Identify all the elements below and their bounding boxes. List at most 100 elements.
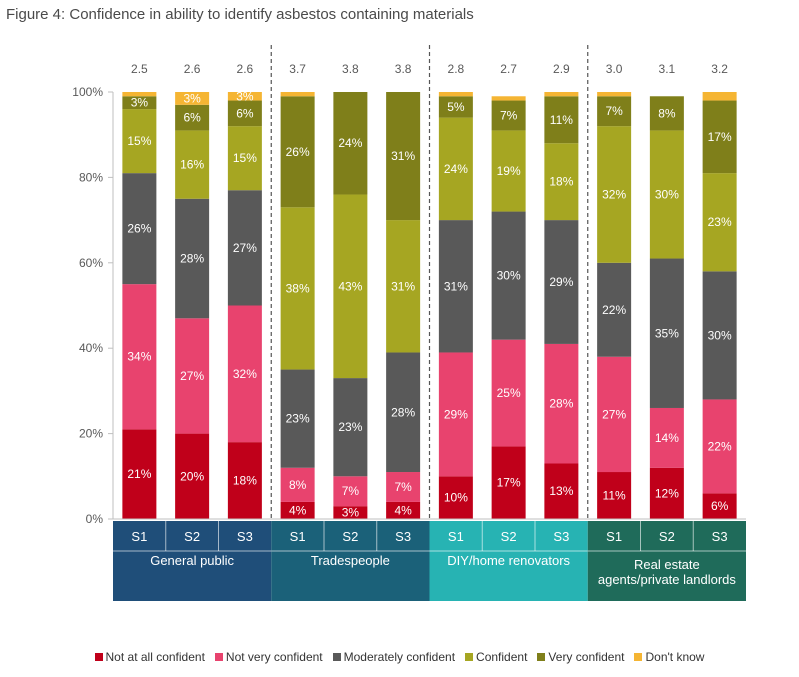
segment-data-label: 15% (127, 134, 151, 148)
bar-segment (649, 407, 684, 468)
segment-data-label: 31% (391, 279, 415, 293)
bar-segment (702, 173, 737, 272)
category-tick-label: S1 (131, 529, 147, 544)
bar-segment (122, 429, 157, 519)
chart-legend: Not at all confident Not very confident Mo… (0, 650, 799, 664)
segment-data-label: 3% (131, 96, 149, 110)
bar-segment (702, 92, 737, 101)
legend-label: Moderately confident (343, 650, 456, 664)
bar-segment (544, 92, 579, 97)
group-band (587, 521, 746, 601)
category-tick-label: S3 (553, 529, 569, 544)
legend-swatch (332, 653, 341, 661)
bar-segment (175, 130, 210, 199)
segment-data-label: 28% (180, 252, 204, 266)
segment-data-label: 30% (655, 187, 679, 201)
bar-segment (227, 126, 262, 191)
segment-data-label: 4% (394, 503, 412, 517)
segment-data-label: 16% (180, 158, 204, 172)
y-tick-label: 60% (79, 256, 103, 270)
segment-data-label: 3% (236, 89, 254, 103)
bar-segment (544, 143, 579, 221)
segment-data-label: 15% (233, 151, 257, 165)
bar-segment (386, 501, 421, 519)
bar-segment (227, 190, 262, 306)
segment-data-label: 22% (708, 439, 732, 453)
segment-data-label: 8% (289, 478, 307, 492)
y-tick-label: 20% (79, 427, 103, 441)
bar-segment (702, 493, 737, 519)
bar-segment (227, 100, 262, 127)
legend-item: Not at all confident (94, 650, 205, 664)
bar-segment (649, 258, 684, 408)
segment-data-label: 22% (602, 303, 626, 317)
bar-segment (333, 378, 368, 477)
bar-segment (544, 343, 579, 464)
bar-segment (491, 446, 526, 519)
bar-segment (544, 463, 579, 519)
legend-item: Very confident (537, 650, 624, 664)
legend-swatch (465, 653, 474, 661)
bar-segment (122, 173, 157, 285)
legend-swatch (214, 653, 223, 661)
bar-segment (597, 472, 632, 519)
segment-data-label: 14% (655, 431, 679, 445)
bar-segment (649, 467, 684, 519)
segment-data-label: 24% (444, 162, 468, 176)
bar-segment (438, 117, 473, 221)
bar-segment (491, 211, 526, 340)
segment-data-label: 34% (127, 350, 151, 364)
group-label-line-1: Real estate (634, 557, 700, 572)
legend-swatch (537, 653, 546, 661)
bar-segment (386, 472, 421, 502)
bar-segment (597, 356, 632, 473)
mean-score-label: 3.0 (606, 62, 623, 76)
bar-segment (333, 476, 368, 507)
legend-item: Not very confident (214, 650, 323, 664)
segment-data-label: 4% (289, 503, 307, 517)
segment-data-label: 23% (286, 412, 310, 426)
segment-data-label: 23% (338, 420, 362, 434)
segment-data-label: 20% (180, 469, 204, 483)
bar-segment (438, 352, 473, 477)
bar-segment (597, 96, 632, 127)
bar-segment (386, 92, 421, 221)
group-label: General public (150, 553, 234, 568)
bar-segment (122, 96, 157, 110)
segment-data-label: 24% (338, 136, 362, 150)
mean-score-label: 2.6 (237, 62, 254, 76)
legend-item: Moderately confident (332, 650, 456, 664)
bar-segment (122, 109, 157, 174)
bar-segment (280, 369, 315, 468)
bar-segment (175, 198, 210, 319)
segment-data-label: 6% (183, 111, 201, 125)
bar-segment (333, 506, 368, 519)
legend-swatch (634, 653, 643, 661)
category-tick-label: S3 (237, 529, 253, 544)
mean-score-label: 3.8 (342, 62, 359, 76)
segment-data-label: 7% (605, 104, 623, 118)
y-tick-label: 80% (79, 170, 103, 184)
segment-data-label: 28% (549, 397, 573, 411)
bar-segment (491, 100, 526, 131)
legend-swatch (94, 653, 103, 661)
bar-segment (649, 130, 684, 259)
group-band (271, 521, 430, 601)
legend-label: Confident (476, 650, 528, 664)
segment-data-label: 12% (655, 486, 679, 500)
segment-data-label: 13% (549, 484, 573, 498)
mean-score-label: 2.9 (553, 62, 570, 76)
segment-data-label: 29% (549, 275, 573, 289)
bar-segment (333, 194, 368, 379)
legend-item: Confident (465, 650, 527, 664)
segment-data-label: 18% (549, 175, 573, 189)
mean-score-label: 3.1 (659, 62, 676, 76)
bar-segment (175, 318, 210, 434)
bar-segment (386, 220, 421, 353)
segment-data-label: 27% (602, 407, 626, 421)
segment-data-label: 32% (233, 367, 257, 381)
bar-segment (702, 399, 737, 494)
legend-label: Don't know (645, 650, 705, 664)
bar-segment (227, 442, 262, 519)
segment-data-label: 35% (655, 326, 679, 340)
